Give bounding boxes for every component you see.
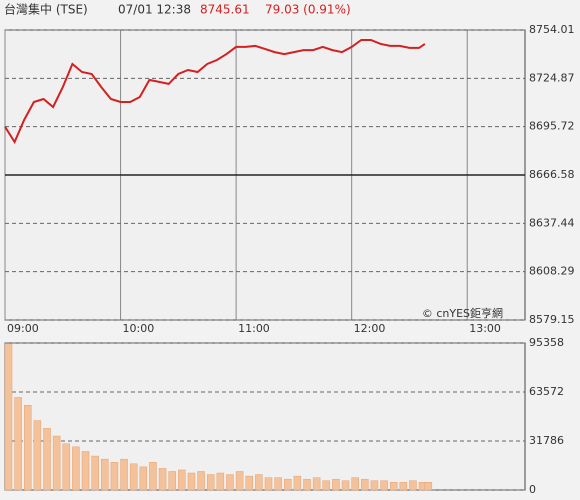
- credit: © cnYES鉅亨網: [422, 306, 503, 320]
- volume-bar: [120, 458, 128, 491]
- volume-bar: [389, 482, 398, 491]
- volume-bar: [351, 477, 359, 491]
- x-tick-label: 12:00: [354, 322, 386, 335]
- volume-bar: [341, 480, 350, 491]
- y-tick-label: 0: [529, 483, 536, 496]
- volume-bar: [129, 463, 138, 491]
- volume-bar: [52, 435, 61, 491]
- y-tick-label: 8608.29: [529, 265, 575, 278]
- x-tick-label: 09:00: [7, 322, 39, 335]
- volume-bar: [197, 471, 205, 491]
- volume-bar: [101, 458, 109, 491]
- index-name: 台灣集中 (TSE): [4, 2, 88, 17]
- volume-bar: [245, 475, 253, 491]
- volume-bar: [81, 451, 90, 491]
- volume-bar: [206, 474, 215, 491]
- volume-bar: [4, 343, 13, 491]
- volume-bar: [409, 480, 417, 491]
- y-tick-label: 8637.44: [529, 216, 575, 229]
- volume-bar: [158, 468, 167, 491]
- y-tick-label: 31786: [529, 434, 564, 447]
- volume-bar: [399, 482, 408, 491]
- y-tick-label: 8695.72: [529, 120, 575, 133]
- volume-bar: [312, 477, 321, 491]
- price: 8745.61: [200, 3, 250, 17]
- x-tick-label: 11:00: [238, 322, 270, 335]
- volume-bar: [72, 446, 80, 491]
- y-tick-label: 8724.87: [529, 71, 575, 84]
- volume-bar: [43, 428, 51, 491]
- volume-bar: [168, 471, 176, 491]
- volume-bar: [216, 472, 225, 491]
- x-tick-label: 10:00: [123, 322, 155, 335]
- change: 79.03 (0.91%): [265, 3, 351, 17]
- volume-bar: [303, 478, 311, 491]
- volume-bar: [370, 480, 379, 491]
- volume-bar: [380, 480, 388, 491]
- volume-bar: [149, 462, 157, 491]
- volume-bar: [284, 478, 292, 491]
- volume-bar: [91, 455, 99, 491]
- volume-bar: [424, 482, 433, 491]
- y-tick-label: 8666.58: [529, 168, 575, 181]
- volume-bar: [255, 474, 263, 491]
- x-tick-label: 13:00: [469, 322, 501, 335]
- volume-bar: [235, 471, 244, 491]
- volume-bar: [187, 472, 196, 491]
- volume-bar: [139, 466, 148, 491]
- y-tick-label: 8754.01: [529, 23, 575, 36]
- volume-bar: [264, 477, 273, 491]
- price-line: [4, 39, 426, 145]
- volume-bar: [226, 474, 234, 491]
- volume-bar: [332, 478, 340, 491]
- volume-bar: [14, 397, 22, 491]
- volume-bar: [178, 469, 186, 491]
- quote-time: 07/01 12:38: [118, 3, 191, 17]
- y-tick-label: 95358: [529, 336, 564, 349]
- volume-bar: [110, 462, 119, 491]
- volume-bar: [24, 404, 32, 491]
- volume-bar: [361, 478, 369, 491]
- volume-bar: [293, 475, 302, 491]
- volume-bar: [274, 477, 282, 491]
- volume-bar: [33, 420, 42, 491]
- volume-bar: [62, 443, 71, 491]
- y-tick-label: 8579.15: [529, 313, 575, 326]
- y-tick-label: 63572: [529, 385, 564, 398]
- volume-bar: [322, 480, 331, 491]
